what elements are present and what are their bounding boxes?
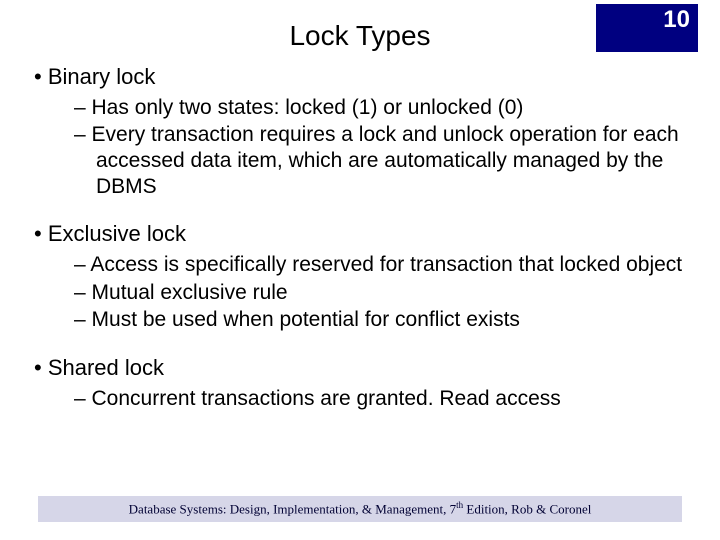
slide-content: Binary lock Has only two states: locked … bbox=[34, 56, 690, 411]
bullet-shared-lock: Shared lock bbox=[34, 355, 690, 382]
sub-item: Every transaction requires a lock and un… bbox=[74, 122, 690, 199]
sub-item: Has only two states: locked (1) or unloc… bbox=[74, 95, 690, 121]
footer-prefix: Database Systems: Design, Implementation… bbox=[129, 502, 456, 517]
bullet-binary-lock-sub: Has only two states: locked (1) or unloc… bbox=[74, 95, 690, 199]
sub-item: Mutual exclusive rule bbox=[74, 280, 690, 306]
slide: 10 Lock Types Binary lock Has only two s… bbox=[0, 0, 720, 540]
slide-title: Lock Types bbox=[0, 20, 720, 52]
bullet-exclusive-lock-sub: Access is specifically reserved for tran… bbox=[74, 252, 690, 333]
bullet-shared-lock-sub: Concurrent transactions are granted. Rea… bbox=[74, 386, 690, 412]
footer-band: Database Systems: Design, Implementation… bbox=[38, 496, 682, 522]
bullet-exclusive-lock: Exclusive lock bbox=[34, 221, 690, 248]
sub-item: Access is specifically reserved for tran… bbox=[74, 252, 690, 278]
sub-item: Concurrent transactions are granted. Rea… bbox=[74, 386, 690, 412]
sub-item: Must be used when potential for conflict… bbox=[74, 307, 690, 333]
footer-text: Database Systems: Design, Implementation… bbox=[129, 500, 592, 517]
footer-suffix: Edition, Rob & Coronel bbox=[463, 502, 591, 517]
bullet-binary-lock: Binary lock bbox=[34, 64, 690, 91]
